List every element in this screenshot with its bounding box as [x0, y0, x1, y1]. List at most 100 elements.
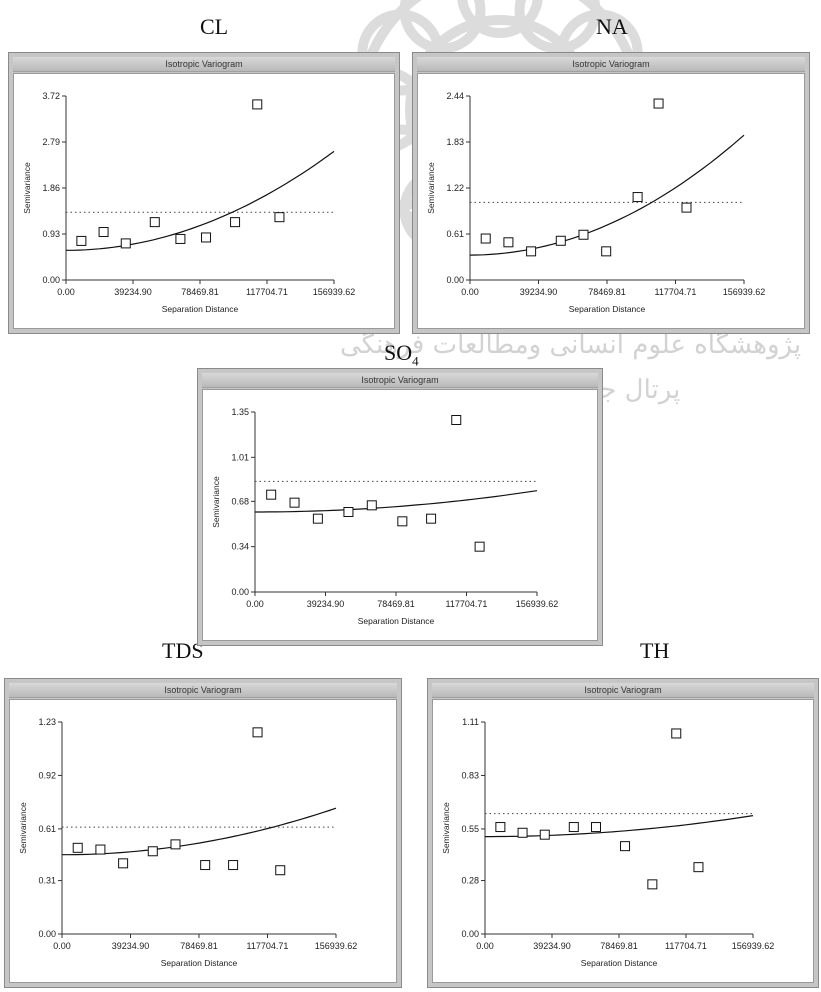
watermark-petal	[514, 0, 601, 54]
y-tick-label: 1.35	[231, 407, 249, 417]
x-tick-label: 78469.81	[180, 941, 218, 951]
x-axis-title: Separation Distance	[581, 958, 658, 968]
x-tick-label: 78469.81	[181, 287, 219, 297]
y-tick-label: 1.86	[42, 183, 60, 193]
data-point	[620, 841, 631, 852]
y-tick-label: 0.00	[461, 929, 479, 939]
x-tick-label: 156939.62	[516, 599, 559, 609]
data-point	[175, 233, 186, 244]
data-point	[147, 846, 158, 857]
data-point	[601, 246, 612, 257]
x-tick-label: 39234.90	[520, 287, 558, 297]
data-point	[274, 212, 285, 223]
plot-area: 0.00 0.34 0.68 1.01 1.35 0.00 39234.90 78469.81…	[202, 389, 598, 641]
x-tick-label: 156939.62	[732, 941, 775, 951]
data-point	[266, 489, 277, 500]
data-point	[95, 844, 106, 855]
chart-label-na: NA	[596, 14, 628, 39]
data-point	[539, 829, 550, 840]
y-tick-label: 0.31	[38, 876, 56, 886]
y-tick-label: 1.23	[38, 717, 56, 727]
data-point	[451, 415, 462, 425]
variogram-panel-th: Isotropic Variogram 0.00 0.28 0.55 0.83 1.11…	[427, 678, 819, 988]
data-point	[228, 860, 239, 871]
data-point	[170, 839, 181, 850]
y-tick-label: 0.00	[231, 587, 249, 597]
data-point	[555, 235, 566, 246]
panel-title: Isotropic Variogram	[417, 57, 805, 72]
data-point	[252, 99, 263, 110]
data-point	[230, 217, 241, 228]
data-point	[578, 229, 589, 240]
data-point	[517, 827, 528, 838]
x-tick-label: 156939.62	[723, 287, 766, 297]
variogram-chart-tds: 0.00 0.31 0.61 0.92 1.23 0.00 39234.90 78469.81…	[18, 717, 358, 968]
model-curve	[62, 807, 337, 856]
variogram-chart-na: 0.00 0.61 1.22 1.83 2.44 0.00 39234.90 78469.81…	[426, 91, 766, 314]
panel-title: Isotropic Variogram	[202, 373, 598, 388]
variogram-chart-cl: 0.00 0.93 1.86 2.79 3.72 0.00 39234.90 78469.81…	[22, 91, 356, 314]
model-curve	[255, 490, 538, 513]
data-point	[671, 728, 682, 739]
x-axis-title: Separation Distance	[569, 304, 646, 314]
y-tick-label: 1.01	[231, 452, 249, 462]
x-tick-label: 0.00	[461, 287, 479, 297]
x-tick-label: 156939.62	[315, 941, 358, 951]
y-tick-label: 0.55	[461, 824, 479, 834]
data-point	[681, 202, 692, 213]
x-tick-label: 117704.71	[665, 941, 707, 951]
data-point	[72, 842, 83, 853]
y-tick-label: 0.28	[461, 876, 479, 886]
data-point	[474, 541, 485, 552]
x-tick-label: 78469.81	[377, 599, 415, 609]
y-tick-label: 2.44	[446, 91, 464, 101]
y-tick-label: 1.22	[446, 183, 464, 193]
y-tick-label: 1.83	[446, 137, 464, 147]
x-tick-label: 0.00	[57, 287, 75, 297]
data-point	[275, 865, 286, 876]
y-tick-label: 0.92	[38, 770, 56, 780]
x-axis-title: Separation Distance	[358, 616, 435, 626]
x-tick-label: 0.00	[246, 599, 264, 609]
variogram-panel-na: Isotropic Variogram 0.00 0.61 1.22 1.83 2.44…	[412, 52, 810, 334]
y-axis-title: Semivariance	[22, 162, 32, 214]
variogram-panel-cl: Isotropic Variogram 0.00 0.93 1.86 2.79 3.72…	[8, 52, 400, 334]
y-tick-label: 0.00	[446, 275, 464, 285]
watermark-petal	[457, 0, 543, 38]
plot-area: 0.00 0.61 1.22 1.83 2.44 0.00 39234.90 78469.81…	[417, 73, 805, 329]
model-curve	[66, 150, 335, 251]
chart-label-tds: TDS	[162, 638, 204, 663]
x-axis-title: Separation Distance	[162, 304, 239, 314]
x-tick-label: 156939.62	[313, 287, 356, 297]
y-axis-title: Semivariance	[18, 802, 28, 854]
data-point	[590, 822, 601, 833]
chart-label-cl: CL	[200, 14, 229, 39]
plot-area: 0.00 0.28 0.55 0.83 1.11 0.00 39234.90 78469.81…	[432, 699, 814, 983]
chart-label-so4: SO4	[384, 340, 419, 369]
variogram-panel-so4: Isotropic Variogram 0.00 0.34 0.68 1.01 1.35…	[197, 368, 603, 646]
x-tick-label: 78469.81	[588, 287, 626, 297]
chart-label-th: TH	[640, 638, 670, 663]
y-tick-label: 0.34	[231, 542, 249, 552]
x-tick-label: 117704.71	[446, 599, 488, 609]
y-tick-label: 0.61	[446, 229, 464, 239]
panel-title: Isotropic Variogram	[9, 683, 397, 698]
y-tick-label: 0.61	[38, 824, 56, 834]
data-point	[366, 500, 377, 511]
data-point	[201, 232, 212, 243]
y-axis-title: Semivariance	[426, 162, 436, 214]
x-tick-label: 117704.71	[247, 941, 289, 951]
data-point	[568, 822, 579, 833]
data-point	[397, 516, 408, 527]
data-point	[526, 246, 537, 257]
data-point	[480, 233, 491, 244]
y-axis-title: Semivariance	[441, 802, 451, 854]
x-tick-label: 117704.71	[655, 287, 697, 297]
variogram-chart-so4: 0.00 0.34 0.68 1.01 1.35 0.00 39234.90 78469.81…	[211, 407, 559, 626]
x-tick-label: 78469.81	[600, 941, 638, 951]
data-point	[252, 727, 263, 738]
watermark-petal	[399, 0, 486, 54]
data-point	[98, 227, 109, 238]
variogram-panel-tds: Isotropic Variogram 0.00 0.31 0.61 0.92 1.23…	[4, 678, 402, 988]
data-point	[120, 238, 131, 249]
